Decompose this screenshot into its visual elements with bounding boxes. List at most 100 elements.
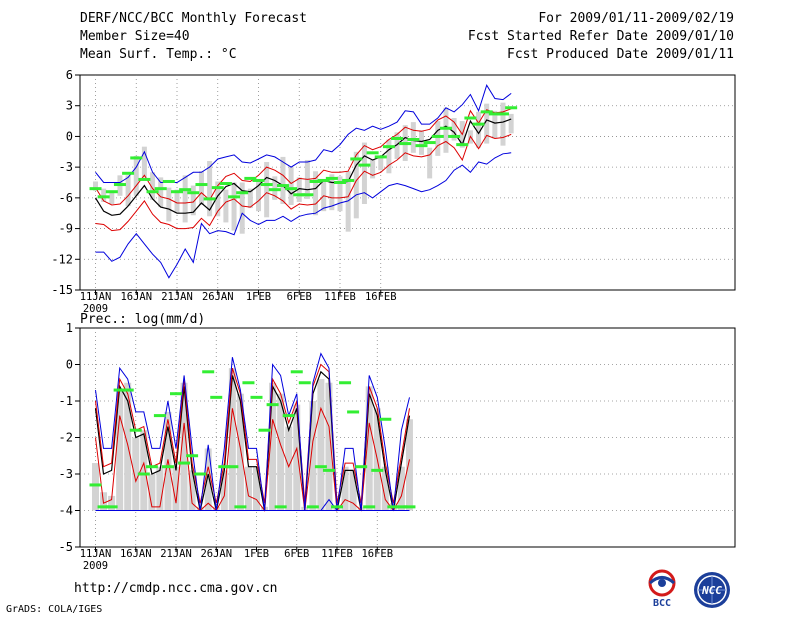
- precip-panel-title: Prec.: log(mm/d): [80, 312, 205, 327]
- precip-xtick-label: 16FEB: [361, 548, 393, 560]
- temp-xtick-label: 16JAN: [120, 291, 152, 303]
- precip-member-box: [116, 390, 124, 511]
- temp-climatology-mark: [219, 182, 232, 186]
- temp-member-box: [313, 171, 319, 216]
- precip-climatology-mark: [161, 465, 174, 469]
- temp-ytick-label: -12: [51, 252, 73, 266]
- precip-climatology-mark: [202, 370, 215, 374]
- precip-climatology-mark: [178, 461, 191, 465]
- temp-member-box: [427, 147, 433, 179]
- temp-xtick-label: 26JAN: [202, 291, 234, 303]
- temp-member-box: [141, 146, 147, 178]
- precip-year-label: 2009: [83, 560, 108, 572]
- temp-series-mean-std: [95, 108, 512, 206]
- precip-member-box: [204, 448, 212, 511]
- precip-member-box: [236, 393, 244, 511]
- precip-member-box: [309, 401, 317, 511]
- temp-member-box: [492, 110, 498, 139]
- temp-series-mean-std: [95, 133, 512, 232]
- temp-member-box: [256, 179, 261, 212]
- temp-member-box: [182, 175, 188, 223]
- temp-member-box: [223, 189, 229, 223]
- precip-climatology-mark: [89, 483, 102, 487]
- temp-xtick-label: 6FEB: [287, 291, 312, 303]
- precip-climatology-mark: [314, 465, 327, 469]
- temp-member-box: [443, 107, 449, 153]
- bcc-logo: BCC: [640, 568, 686, 609]
- temp-member-box: [378, 156, 384, 171]
- temp-frame: [79, 74, 736, 291]
- precip-member-box: [405, 419, 413, 511]
- temp-climatology-mark: [105, 190, 118, 194]
- forecast-start-date: Fcst Started Refer Date 2009/01/10: [467, 29, 734, 44]
- precip-member-box: [228, 368, 236, 511]
- precip-climatology-mark: [298, 381, 311, 385]
- precip-ytick-label: -1: [59, 394, 73, 408]
- ncc-logo: NCC: [690, 570, 734, 610]
- precip-climatology-mark: [210, 395, 223, 399]
- temp-climatology-mark: [415, 144, 428, 148]
- temp-climatology-mark: [391, 136, 404, 140]
- precip-member-box: [132, 437, 140, 511]
- temp-member-box: [508, 113, 514, 134]
- precip-member-box: [269, 382, 277, 511]
- precip-climatology-mark: [137, 472, 150, 476]
- precip-climatology-mark: [331, 505, 343, 509]
- precip-climatology-mark: [371, 468, 384, 472]
- precip-xtick-label: 11FEB: [321, 548, 353, 560]
- temp-member-box: [435, 121, 441, 156]
- precip-ytick-label: 1: [66, 321, 73, 335]
- precip-member-box: [220, 470, 228, 511]
- precip-member-box: [140, 430, 148, 511]
- forecast-produced-date: Fcst Produced Date 2009/01/11: [507, 47, 734, 62]
- temp-member-box: [133, 155, 139, 196]
- temp-xtick-label: 11JAN: [80, 291, 112, 303]
- temp-member-box: [109, 192, 115, 204]
- temp-climatology-mark: [505, 106, 518, 110]
- precip-member-box: [92, 463, 99, 511]
- temp-climatology-mark: [423, 141, 436, 145]
- precip-xtick-label: 21JAN: [160, 548, 192, 560]
- temp-member-box: [264, 162, 270, 218]
- precip-climatology-mark: [403, 505, 416, 509]
- temp-climatology-mark: [382, 145, 395, 149]
- temp-ytick-label: -15: [51, 283, 73, 297]
- precip-climatology-mark: [306, 505, 319, 509]
- precip-climatology-mark: [121, 388, 134, 392]
- ncc-logo-mark: NCC: [694, 572, 730, 608]
- precip-member-box: [317, 379, 325, 511]
- temp-member-box: [329, 174, 335, 211]
- temp-member-box: [174, 189, 180, 214]
- temp-climatology-mark: [146, 190, 159, 194]
- temp-member-box: [500, 102, 506, 146]
- precip-member-box: [180, 382, 188, 511]
- precip-climatology-mark: [234, 505, 247, 509]
- temp-climatology-mark: [488, 112, 501, 116]
- temp-member-box: [190, 185, 196, 216]
- precip-climatology-mark: [395, 505, 408, 509]
- precip-climatology-mark: [170, 392, 182, 396]
- temp-member-box: [198, 171, 204, 206]
- temp-climatology-mark: [89, 187, 102, 191]
- precip-xtick-label: 26JAN: [200, 548, 232, 560]
- precip-ytick-label: -4: [59, 504, 73, 518]
- precip-member-box: [277, 393, 285, 511]
- temp-climatology-mark: [122, 171, 135, 175]
- chart-title: DERF/NCC/BCC Monthly Forecast: [80, 11, 307, 26]
- precip-climatology-mark: [97, 505, 110, 509]
- temp-member-box: [353, 151, 359, 219]
- temp-member-box: [231, 182, 237, 231]
- temp-climatology-mark: [480, 110, 493, 114]
- grads-credit: GrADS: COLA/IGES: [6, 604, 103, 615]
- temp-member-box: [280, 156, 286, 204]
- precip-member-box: [381, 466, 389, 511]
- temp-climatology-mark: [252, 178, 265, 182]
- temp-member-box: [272, 176, 278, 200]
- precip-climatology-mark: [242, 381, 255, 385]
- precip-climatology-mark: [290, 370, 303, 374]
- temp-climatology-mark: [203, 197, 216, 201]
- precip-member-box: [365, 386, 373, 511]
- temp-climatology-mark: [154, 187, 167, 191]
- precip-xtick-label: 11JAN: [80, 548, 112, 560]
- temp-member-box: [125, 175, 131, 207]
